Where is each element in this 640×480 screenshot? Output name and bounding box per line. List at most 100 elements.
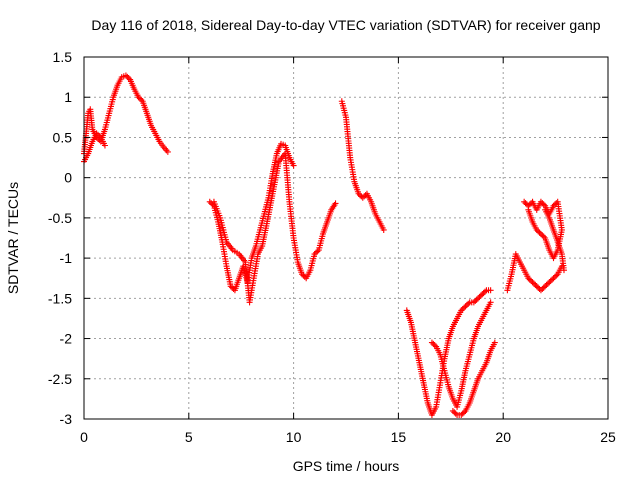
data-point [93,130,100,137]
data-point [550,275,557,282]
y-tick-label: 1 [64,89,72,105]
x-tick-label: 0 [80,429,88,445]
data-point [473,296,480,303]
data-series [449,339,498,418]
data-point [96,133,103,140]
data-series [403,287,494,418]
data-point [560,267,567,274]
data-point [380,226,387,233]
data-point [124,73,131,80]
data-point [537,230,544,237]
data-point [355,190,362,197]
data-point [359,194,366,201]
x-tick-label: 10 [286,429,302,445]
data-point [487,299,494,306]
data-point [135,94,142,101]
data-point [461,304,468,311]
data-point [449,407,456,414]
data-point [290,162,297,169]
data-point [300,272,307,279]
data-point [532,281,539,288]
data-point [479,291,486,298]
data-point [431,342,438,349]
y-tick-label: 1.5 [53,49,73,65]
data-point [227,283,234,290]
data-point [136,95,143,102]
data-point [229,284,236,291]
data-series [521,198,565,262]
y-tick-label: -1 [60,250,73,266]
x-tick-label: 15 [391,429,407,445]
data-point [526,276,533,283]
data-point [542,283,549,290]
data-point [138,96,145,103]
data-point [482,288,489,295]
x-tick-label: 25 [600,429,616,445]
data-point [463,302,470,309]
data-series [428,299,494,410]
data-point [542,235,549,241]
data-point [537,198,544,205]
data-point [476,293,483,300]
data-point [356,192,363,199]
tick-layer: 0 5 10 15 20 25 -3 -2.5 -2 -1.5 -1 -0.5 0 0.5 1 1.5 [48,49,616,445]
data-point [533,283,540,290]
y-tick-label: -2 [60,331,73,347]
data-point [462,303,469,310]
data-series [542,206,567,274]
data-point [539,232,546,239]
data-point [553,272,560,279]
y-tick-label: -0.5 [48,210,72,226]
data-point [430,340,437,347]
data-point [549,276,556,283]
data-point [298,271,305,278]
data-point [472,298,479,305]
data-point [540,233,547,240]
data-point [94,131,101,138]
y-axis-label: SDTVAR / TECUs [5,182,21,294]
data-point [208,200,215,207]
data-point [314,248,321,255]
data-point [529,279,536,286]
data-point [547,277,554,284]
data-point [530,280,537,287]
y-tick-label: -2.5 [48,371,72,387]
y-tick-label: -1.5 [48,290,72,306]
data-series [504,251,565,294]
data-point [164,148,171,155]
y-tick-label: -3 [60,411,73,427]
data-point [465,300,472,307]
y-tick-label: 0.5 [53,129,73,145]
data-point [125,75,132,82]
data-point [477,292,484,299]
data-point [546,279,553,286]
data-point [525,206,532,213]
data-point [461,409,468,416]
data-point [361,193,368,200]
data-series [206,140,297,294]
x-tick-label: 20 [495,429,511,445]
data-point [458,411,465,418]
data-point [475,295,482,302]
data-point [540,284,547,291]
data-point [470,299,477,306]
plot-frame [83,56,609,420]
data-series [81,130,108,165]
data-point [312,249,319,256]
data-point [459,306,466,313]
data-point [535,228,542,235]
data-point [452,410,459,417]
grid-layer [84,57,608,419]
data-point [551,273,558,280]
data-point [122,72,129,79]
data-point [544,280,551,287]
data-point [550,202,557,209]
x-axis-label: GPS time / hours [293,458,400,474]
data-series [210,150,339,306]
data-point [451,409,458,416]
data-series [338,98,387,233]
data-point [539,200,546,207]
data-point [528,277,535,284]
chart-title: Day 116 of 2018, Sidereal Day-to-day VTE… [91,17,600,33]
data-point [536,229,543,236]
